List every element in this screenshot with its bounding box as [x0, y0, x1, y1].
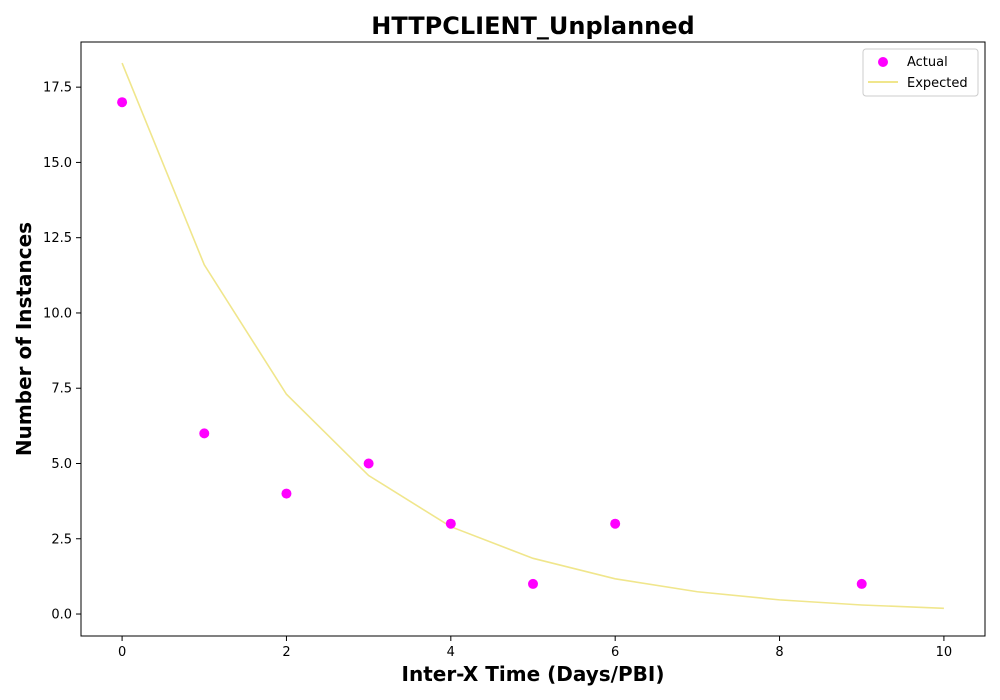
actual-point — [363, 458, 374, 469]
legend-expected-label: Expected — [907, 76, 968, 91]
actual-point — [117, 97, 128, 108]
x-tick-label: 8 — [775, 645, 783, 660]
y-tick-label: 7.5 — [51, 382, 72, 397]
x-axis: 0 2 4 6 8 10 — [118, 636, 952, 660]
y-tick-label: 5.0 — [51, 457, 72, 472]
legend-actual-label: Actual — [907, 55, 948, 70]
y-tick-label: 0.0 — [51, 608, 72, 623]
actual-point — [199, 428, 210, 439]
x-tick-label: 0 — [118, 645, 126, 660]
legend-box — [862, 48, 979, 97]
actual-point — [856, 578, 867, 589]
x-tick-label: 2 — [282, 645, 290, 660]
chart-title: HTTPCLIENT_Unplanned — [371, 12, 694, 40]
x-axis-label: Inter-X Time (Days/PBI) — [402, 662, 665, 686]
actual-point — [445, 518, 456, 529]
y-tick-label: 17.5 — [43, 81, 72, 96]
plot-background — [81, 42, 985, 636]
y-tick-label: 10.0 — [43, 306, 72, 321]
expected-line — [121, 62, 944, 610]
y-tick-label: 2.5 — [51, 532, 72, 547]
actual-point — [528, 578, 538, 589]
expected-layer — [121, 62, 944, 610]
y-tick-label: 15.0 — [43, 156, 72, 171]
x-tick-label: 4 — [447, 645, 455, 660]
x-tick-label: 6 — [611, 645, 619, 660]
legend: Actual Expected — [862, 48, 979, 97]
x-tick-label: 10 — [936, 645, 953, 660]
y-tick-label: 12.5 — [43, 231, 72, 246]
y-axis-label: Number of Instances — [12, 222, 36, 456]
actual-point — [610, 518, 621, 529]
y-axis: 0.0 2.5 5.0 7.5 10.0 12.5 15.0 17.5 — [43, 81, 81, 623]
actual-layer — [117, 97, 867, 589]
plot-area — [80, 41, 986, 637]
plot-frame — [80, 41, 986, 637]
actual-point — [281, 488, 292, 499]
legend-actual-marker — [878, 57, 888, 67]
